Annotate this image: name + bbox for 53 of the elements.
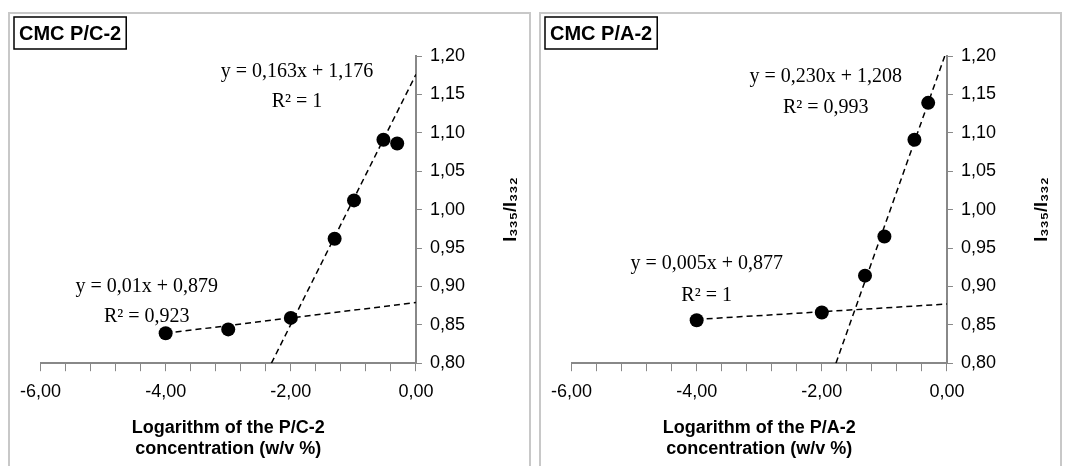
annotation: y = 0,163x + 1,176: [220, 58, 374, 82]
x-tick-label: 0,00: [929, 380, 965, 401]
point: [907, 132, 922, 147]
point: [857, 268, 872, 283]
y-tick-label: 0,80: [429, 352, 466, 373]
y-axis-title: I₃₃₅/I₃₃₂: [499, 177, 520, 242]
y-tick-label: 1,15: [960, 83, 997, 104]
y-tick-label: 0,95: [429, 236, 466, 257]
y-tick-label: 0,85: [960, 313, 997, 334]
y-tick-label: 1,20: [960, 44, 997, 65]
annotation: y = 0,01x + 0,879: [75, 273, 219, 297]
chart-title: CMC P/A-2: [550, 21, 653, 44]
y-tick-label: 1,10: [960, 121, 997, 142]
y-tick-label: 0,90: [429, 275, 466, 296]
x-tick-label: -6,00: [20, 380, 62, 401]
y-tick-label: 0,80: [960, 352, 997, 373]
y-tick-label: 0,85: [429, 313, 466, 334]
annotation: y = 0,230x + 1,208: [749, 63, 902, 87]
x-axis-title: Logarithm of the P/C-2 concentration (w/v %): [131, 416, 325, 459]
x-tick-label: -2,00: [801, 380, 843, 401]
y-tick-label: 1,20: [429, 44, 466, 65]
y-tick-label: 1,05: [429, 160, 466, 181]
point: [689, 313, 704, 328]
point: [390, 136, 405, 151]
y-tick-label: 1,00: [960, 198, 997, 219]
point: [376, 132, 391, 147]
x-tick-label: -4,00: [145, 380, 187, 401]
chart-title: CMC P/C-2: [19, 21, 122, 44]
point: [921, 95, 936, 110]
y-tick-label: 1,05: [960, 160, 997, 181]
x-tick-label: 0,00: [398, 380, 434, 401]
y-tick-label: 0,90: [960, 275, 997, 296]
y-tick-label: 1,00: [429, 198, 466, 219]
point: [283, 310, 298, 325]
annotation: R² = 1: [271, 89, 323, 112]
x-tick-label: -6,00: [551, 380, 593, 401]
y-axis-title: I₃₃₅/I₃₃₂: [1030, 177, 1051, 242]
y-tick-label: 0,95: [960, 236, 997, 257]
point: [221, 322, 236, 337]
x-tick-label: -2,00: [270, 380, 312, 401]
x-axis-title: Logarithm of the P/A-2 concentration (w/v %): [662, 416, 856, 459]
y-tick-label: 1,10: [429, 121, 466, 142]
point: [814, 305, 829, 320]
point: [347, 193, 362, 208]
y-tick-label: 1,15: [429, 83, 466, 104]
annotation: R² = 0,993: [782, 94, 869, 117]
point: [327, 231, 342, 246]
annotation: y = 0,005x + 0,877: [630, 250, 783, 274]
annotation: R² = 1: [681, 282, 732, 305]
annotation: R² = 0,923: [103, 304, 190, 327]
point: [158, 326, 173, 341]
x-tick-label: -4,00: [676, 380, 718, 401]
point: [877, 229, 892, 244]
